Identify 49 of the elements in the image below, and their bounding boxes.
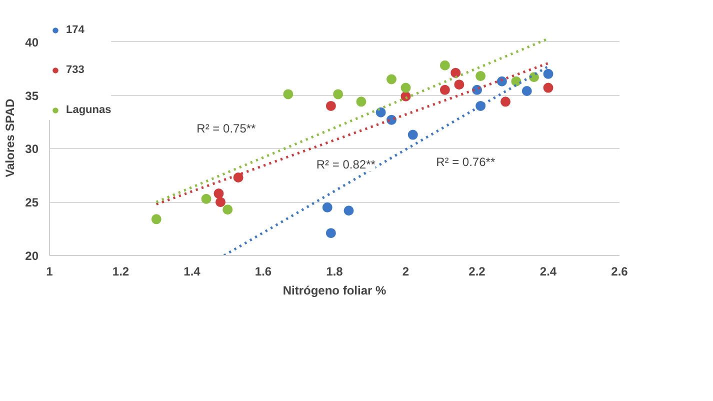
- point: [151, 214, 162, 224]
- legend-label: 174: [66, 24, 86, 36]
- point: [283, 89, 294, 100]
- point: [454, 80, 464, 90]
- point: [400, 82, 411, 93]
- annotation: R² = 0.76**: [436, 154, 496, 169]
- point: [522, 86, 532, 96]
- point: [333, 89, 344, 100]
- annotation: R² = 0.75**: [196, 121, 256, 136]
- x-tick-label: 1.2: [112, 264, 130, 278]
- point: [326, 228, 336, 238]
- x-tick-label: 2.6: [611, 264, 628, 278]
- point: [376, 107, 386, 118]
- point: [440, 84, 450, 95]
- point: [450, 68, 461, 78]
- point: [496, 76, 507, 86]
- x-tick-label: 1.8: [326, 264, 344, 278]
- y-tick-label: 35: [25, 88, 39, 103]
- point: [233, 172, 244, 183]
- annotation: R² = 0.82**: [316, 157, 376, 172]
- point: [408, 130, 418, 140]
- x-tick-label: 2: [402, 264, 410, 278]
- point: [326, 100, 336, 111]
- point: [543, 68, 554, 79]
- y-tick-label: 20: [25, 249, 39, 263]
- y-tick-label: 30: [25, 142, 39, 156]
- y-tick-label: 40: [25, 35, 39, 50]
- legend-label: 733: [66, 64, 86, 76]
- x-axis-title: Nitrógeno foliar %: [282, 284, 386, 298]
- point: [500, 96, 510, 107]
- x-tick-label: 2.4: [540, 264, 557, 278]
- y-tick-label: 25: [25, 196, 39, 210]
- legend-label: Lagunas: [66, 104, 112, 116]
- point: [386, 74, 396, 84]
- point: [201, 194, 212, 204]
- point: [356, 96, 366, 107]
- x-tick-label: 1.4: [184, 264, 201, 278]
- point: [344, 206, 354, 216]
- y-axis-title: Valores SPAD: [3, 98, 18, 178]
- point: [543, 82, 554, 93]
- x-tick-label: 2.2: [468, 264, 486, 278]
- point: [476, 71, 486, 82]
- point: [216, 197, 226, 208]
- point: [222, 204, 233, 215]
- point: [322, 202, 332, 212]
- x-tick-label: 1.6: [254, 264, 272, 278]
- point: [440, 60, 450, 70]
- x-tick-label: 1: [46, 264, 54, 278]
- point: [214, 188, 224, 199]
